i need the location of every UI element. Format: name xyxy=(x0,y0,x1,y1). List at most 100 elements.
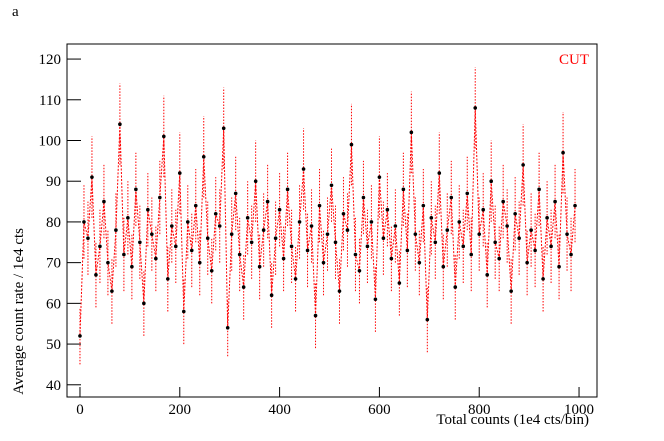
data-point xyxy=(365,244,370,249)
data-point xyxy=(269,293,274,298)
data-point xyxy=(373,297,378,302)
data-point xyxy=(189,248,194,253)
data-point xyxy=(166,277,170,281)
data-point xyxy=(409,130,414,135)
y-tick-label: 90 xyxy=(46,174,61,190)
data-point xyxy=(134,187,138,192)
data-point xyxy=(261,228,266,232)
data-point xyxy=(94,273,98,277)
data-point xyxy=(541,277,545,281)
data-point xyxy=(162,134,166,139)
x-tick-label: 0 xyxy=(76,402,84,418)
data-point xyxy=(385,207,390,212)
data-point xyxy=(205,236,210,241)
data-point xyxy=(237,252,242,257)
data-point xyxy=(197,260,202,265)
data-point xyxy=(106,260,110,265)
data-point xyxy=(285,187,290,192)
data-point xyxy=(309,224,314,228)
data-point xyxy=(229,232,234,236)
y-tick-label: 50 xyxy=(46,337,61,353)
data-point xyxy=(485,273,490,277)
data-point xyxy=(257,264,262,269)
data-point xyxy=(533,248,537,253)
data-point xyxy=(313,313,318,318)
data-point xyxy=(321,260,326,265)
x-tick-label: 600 xyxy=(368,402,391,418)
data-point xyxy=(537,187,541,192)
y-tick-label: 100 xyxy=(39,133,62,149)
data-point xyxy=(341,211,346,216)
data-point xyxy=(209,268,214,273)
y-tick-label: 60 xyxy=(46,296,61,312)
data-point xyxy=(505,224,509,228)
data-point xyxy=(289,244,294,249)
data-point xyxy=(253,179,258,184)
data-point xyxy=(357,268,362,273)
data-point xyxy=(118,122,122,127)
data-point xyxy=(377,175,382,179)
data-point xyxy=(513,211,517,216)
panel-label: a xyxy=(12,4,19,20)
data-point xyxy=(293,277,298,281)
y-tick-label: 40 xyxy=(46,378,61,394)
data-point xyxy=(405,248,410,253)
data-point xyxy=(297,220,302,224)
data-point xyxy=(549,244,553,249)
data-point xyxy=(122,252,126,257)
data-point xyxy=(417,260,422,265)
data-point xyxy=(573,203,577,208)
data-point xyxy=(429,216,434,220)
x-axis-title: Total counts (1e4 cts/bin) xyxy=(436,412,589,428)
data-point xyxy=(329,183,334,188)
y-axis-title: Average count rate / 1e4 cts xyxy=(11,228,27,395)
x-tick-label: 800 xyxy=(468,402,491,418)
data-point xyxy=(553,199,557,204)
data-point xyxy=(114,228,118,232)
data-point xyxy=(445,228,450,232)
data-point xyxy=(433,240,438,245)
data-point xyxy=(441,264,446,269)
data-point xyxy=(473,106,478,110)
data-point xyxy=(158,195,162,200)
data-point xyxy=(569,252,573,257)
data-point xyxy=(345,228,350,232)
data-point xyxy=(193,203,198,208)
data-point xyxy=(301,167,306,171)
data-point xyxy=(146,207,150,212)
data-point xyxy=(425,317,430,322)
data-point xyxy=(421,203,426,208)
data-point xyxy=(249,240,254,245)
data-point xyxy=(525,260,529,265)
legend-label: CUT xyxy=(559,52,589,68)
y-tick-label: 80 xyxy=(46,215,61,231)
data-point xyxy=(401,187,406,192)
data-point xyxy=(561,150,565,155)
data-point xyxy=(98,244,102,249)
data-point xyxy=(557,264,561,269)
data-point xyxy=(413,232,418,236)
y-tick-label: 120 xyxy=(39,52,62,68)
x-tick-label: 400 xyxy=(268,402,291,418)
data-point xyxy=(317,203,322,208)
data-point xyxy=(142,301,146,306)
data-point xyxy=(150,232,154,236)
data-point xyxy=(389,256,394,261)
data-point xyxy=(529,228,533,232)
data-point xyxy=(381,236,386,241)
data-point xyxy=(477,232,482,236)
data-point xyxy=(481,207,486,212)
data-point xyxy=(521,163,525,167)
data-point xyxy=(545,216,549,220)
y-tick-label: 110 xyxy=(39,93,61,109)
data-point xyxy=(465,191,470,196)
data-point xyxy=(393,224,398,228)
data-point xyxy=(437,171,442,175)
data-point xyxy=(185,220,190,224)
data-point xyxy=(170,224,174,228)
data-point xyxy=(397,281,402,285)
data-point xyxy=(493,240,497,245)
data-point xyxy=(457,220,462,224)
data-point xyxy=(517,236,521,241)
